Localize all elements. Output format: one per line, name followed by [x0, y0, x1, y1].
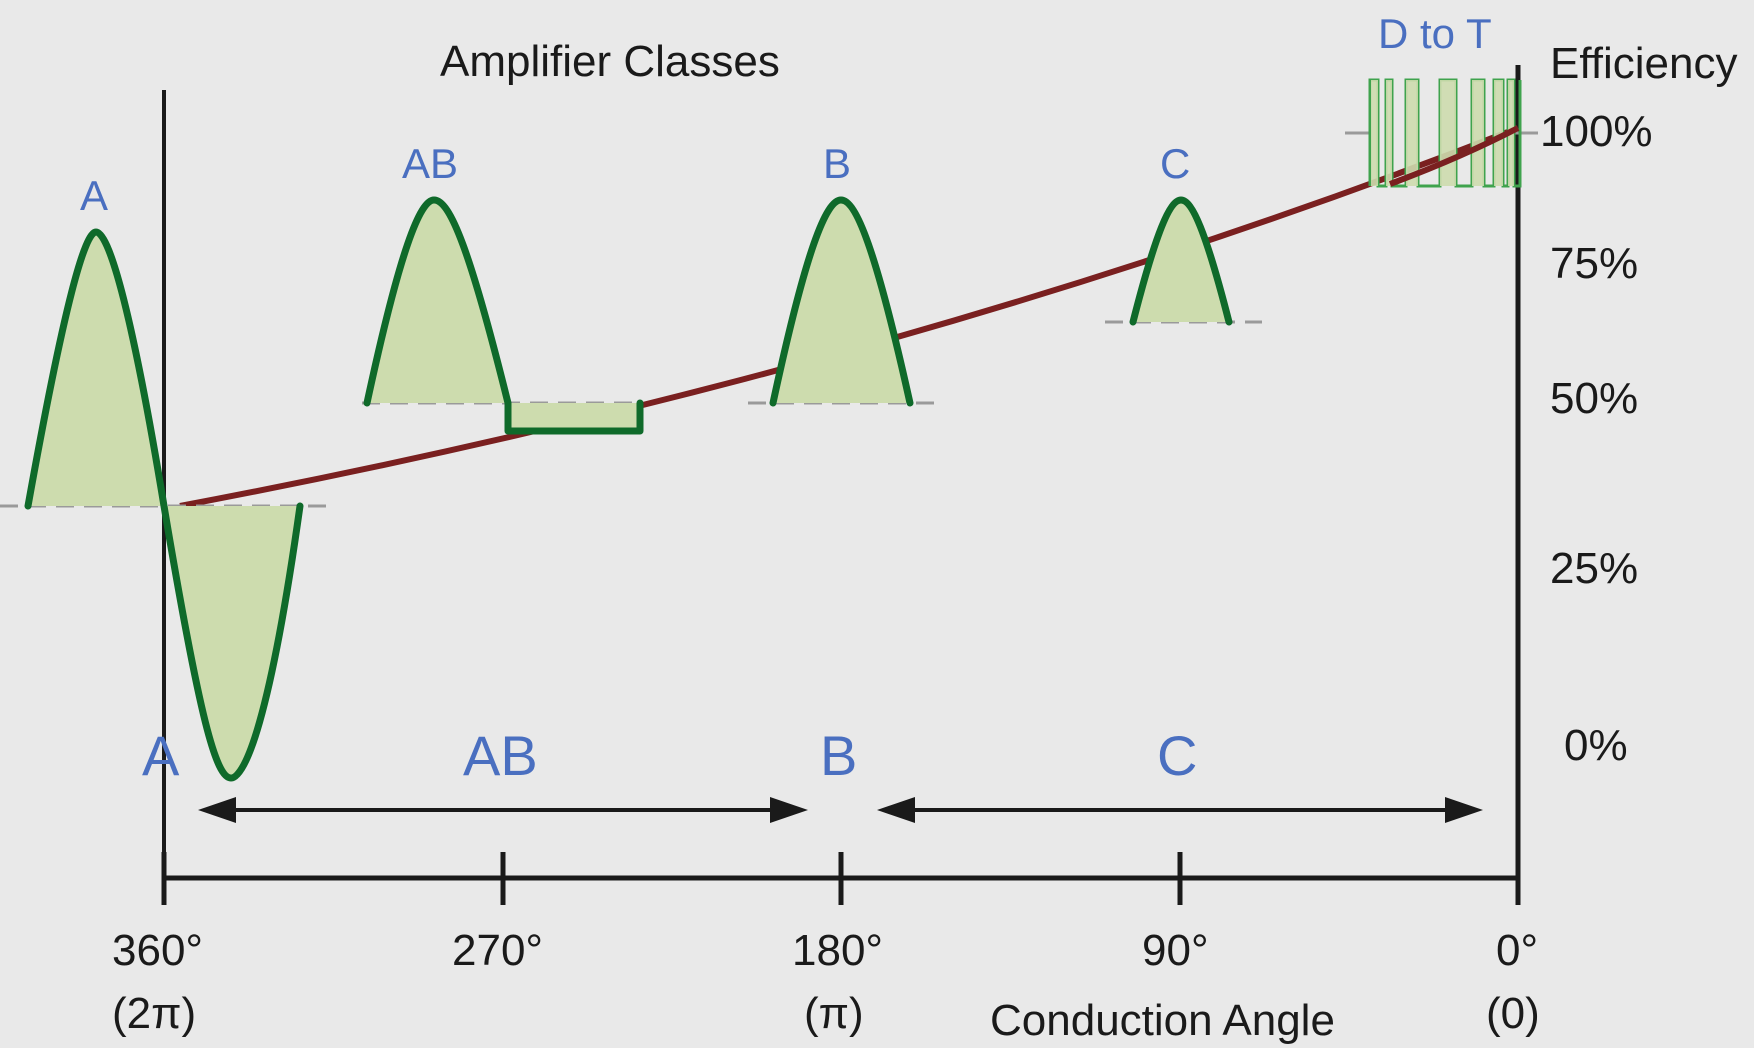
class-ab-waveform: AB	[362, 140, 644, 435]
conduction-angle-title: Conduction Angle	[990, 996, 1335, 1045]
wave-label-c: C	[1160, 140, 1190, 187]
class-label-ab: AB	[463, 724, 538, 787]
class-d-to-t-waveform: D to T	[1345, 10, 1538, 188]
class-b-waveform: B	[748, 140, 938, 407]
efficiency-tick-0: 0%	[1564, 721, 1628, 770]
wave-label-a: A	[80, 172, 108, 219]
class-label-c: C	[1157, 724, 1197, 787]
class-label-a: A	[142, 724, 180, 787]
angle-180: 180°	[792, 926, 883, 975]
wave-label-b: B	[823, 140, 851, 187]
angle-360-rad: (2π)	[112, 989, 196, 1038]
angle-360: 360°	[112, 926, 203, 975]
class-a-waveform: A	[0, 172, 328, 782]
angle-180-rad: (π)	[804, 989, 864, 1038]
ab-range-arrow	[198, 797, 808, 823]
angle-90: 90°	[1142, 926, 1209, 975]
efficiency-tick-100: 100%	[1540, 107, 1653, 156]
wave-label-ab: AB	[402, 140, 458, 187]
angle-0: 0°	[1496, 926, 1538, 975]
efficiency-tick-50: 50%	[1550, 374, 1638, 423]
class-label-b: B	[820, 724, 857, 787]
wave-label-d-to-t: D to T	[1378, 10, 1492, 57]
efficiency-label: Efficiency	[1550, 39, 1738, 88]
efficiency-tick-75: 75%	[1550, 239, 1638, 288]
class-c-waveform: C	[1105, 140, 1262, 326]
c-range-arrow	[877, 797, 1483, 823]
angle-0-rad: (0)	[1486, 989, 1540, 1038]
efficiency-tick-25: 25%	[1550, 544, 1638, 593]
angle-270: 270°	[452, 926, 543, 975]
efficiency-curve-tail	[1388, 125, 1520, 187]
diagram-title: Amplifier Classes	[440, 37, 780, 86]
